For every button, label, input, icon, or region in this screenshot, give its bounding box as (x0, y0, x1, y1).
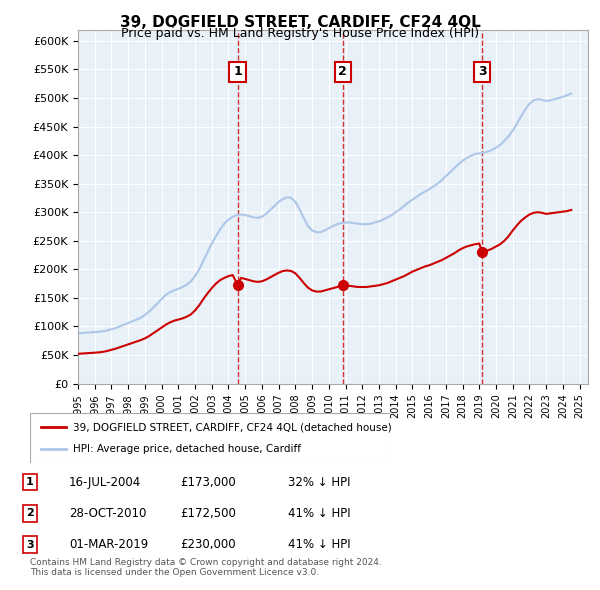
Text: 2: 2 (338, 65, 347, 78)
Text: 39, DOGFIELD STREET, CARDIFF, CF24 4QL (detached house): 39, DOGFIELD STREET, CARDIFF, CF24 4QL (… (73, 422, 392, 432)
FancyBboxPatch shape (30, 413, 390, 463)
Text: Contains HM Land Registry data © Crown copyright and database right 2024.
This d: Contains HM Land Registry data © Crown c… (30, 558, 382, 577)
Text: Price paid vs. HM Land Registry's House Price Index (HPI): Price paid vs. HM Land Registry's House … (121, 27, 479, 40)
Text: £173,000: £173,000 (180, 476, 236, 489)
Text: 3: 3 (478, 65, 487, 78)
Text: 28-OCT-2010: 28-OCT-2010 (69, 507, 146, 520)
Text: 41% ↓ HPI: 41% ↓ HPI (288, 538, 350, 551)
Text: £230,000: £230,000 (180, 538, 236, 551)
Text: 1: 1 (233, 65, 242, 78)
Text: 39, DOGFIELD STREET, CARDIFF, CF24 4QL: 39, DOGFIELD STREET, CARDIFF, CF24 4QL (119, 15, 481, 30)
Text: 16-JUL-2004: 16-JUL-2004 (69, 476, 141, 489)
Text: 41% ↓ HPI: 41% ↓ HPI (288, 507, 350, 520)
Text: £172,500: £172,500 (180, 507, 236, 520)
Text: 3: 3 (26, 540, 34, 549)
Text: 2: 2 (26, 509, 34, 518)
Text: 32% ↓ HPI: 32% ↓ HPI (288, 476, 350, 489)
Text: HPI: Average price, detached house, Cardiff: HPI: Average price, detached house, Card… (73, 444, 301, 454)
Text: 01-MAR-2019: 01-MAR-2019 (69, 538, 148, 551)
Text: 1: 1 (26, 477, 34, 487)
